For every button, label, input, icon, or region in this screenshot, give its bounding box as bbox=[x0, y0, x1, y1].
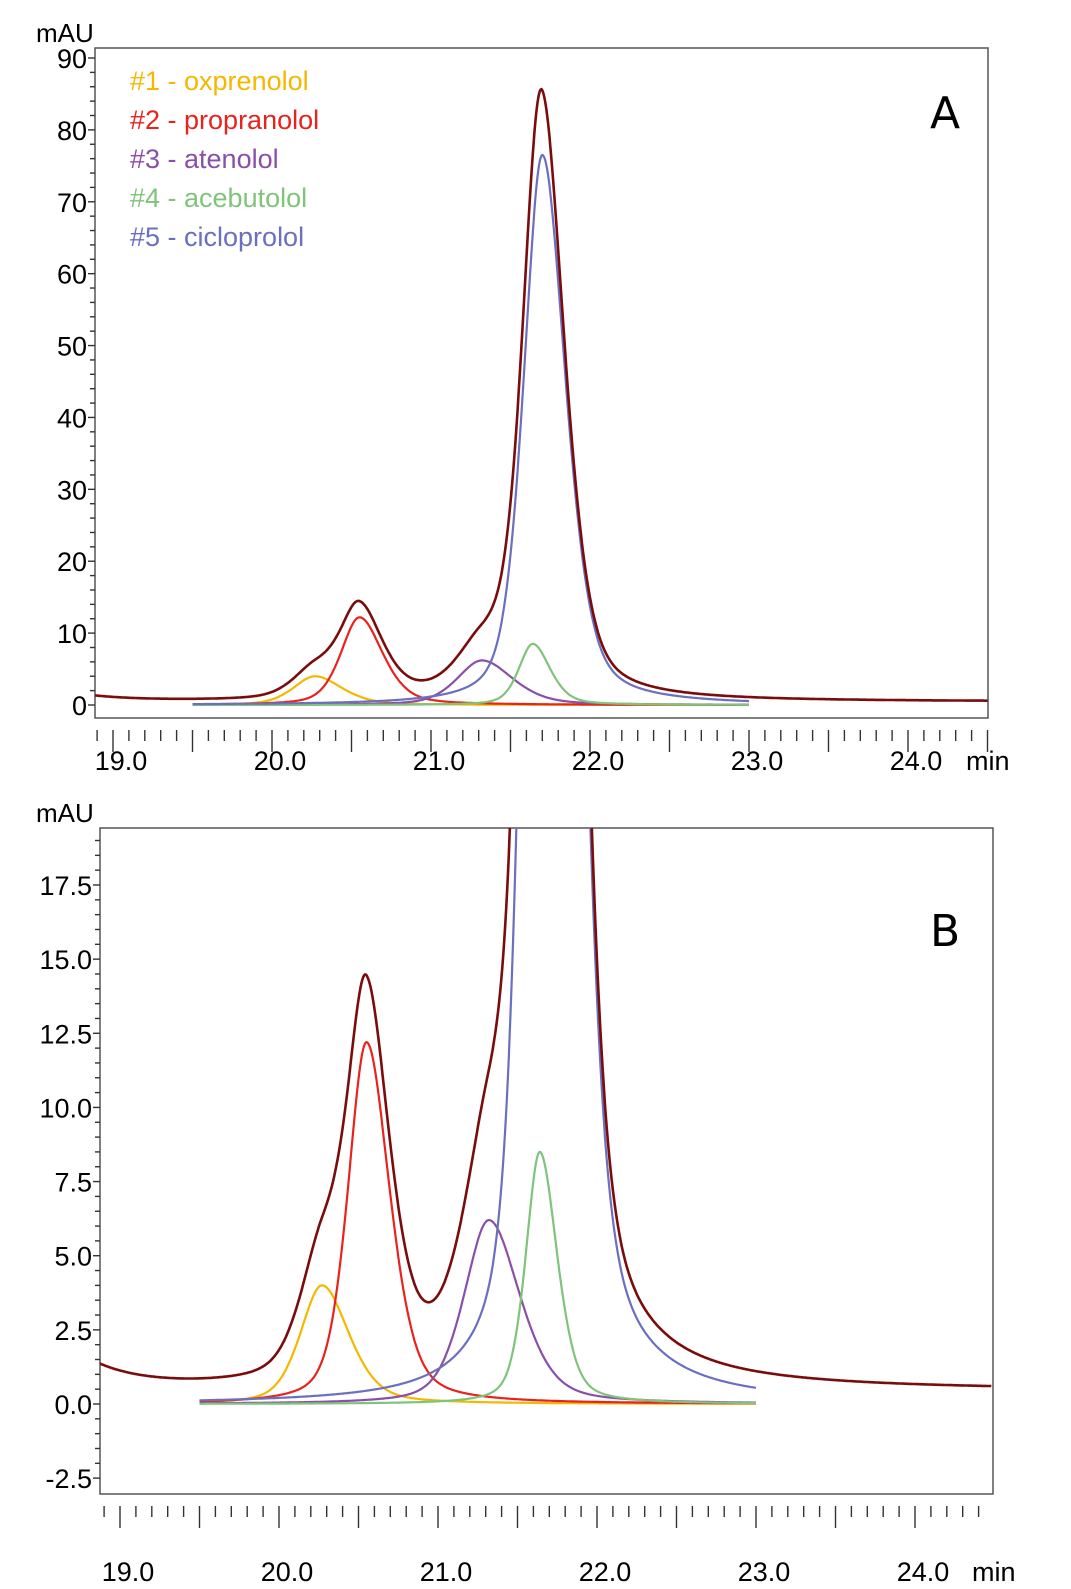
y-tick-label: 0.0 bbox=[54, 1390, 92, 1420]
y-tick-label: 17.5 bbox=[39, 871, 92, 901]
legend-entry-3: #3 - atenolol bbox=[130, 144, 279, 174]
series-line-5 bbox=[192, 153, 750, 706]
x-tick-label: 23.0 bbox=[738, 1557, 791, 1587]
x-tick-label: 22.0 bbox=[572, 746, 625, 776]
curves bbox=[95, 87, 988, 706]
legend-entry-5: #5 - cicloprolol bbox=[130, 222, 304, 252]
x-tick-label: 23.0 bbox=[731, 746, 784, 776]
y-tick-label: 7.5 bbox=[54, 1168, 92, 1198]
panel-label: A bbox=[930, 88, 960, 139]
x-tick-label: 24.0 bbox=[897, 1557, 950, 1587]
series-line-5 bbox=[199, 828, 757, 1402]
y-tick-label: 0 bbox=[72, 691, 87, 721]
series-line-4 bbox=[192, 642, 749, 706]
y-tick-label: 5.0 bbox=[54, 1242, 92, 1272]
x-axis-unit: min bbox=[972, 1557, 1016, 1587]
plot-frame bbox=[99, 827, 994, 1495]
legend-entry-2: #2 - propranolol bbox=[130, 105, 319, 135]
x-tick-label: 20.0 bbox=[261, 1557, 314, 1587]
x-tick-label: 19.0 bbox=[95, 746, 148, 776]
y-tick-label: 70 bbox=[57, 188, 87, 218]
legend-entry-4: #4 - acebutolol bbox=[130, 183, 307, 213]
y-tick-label: 80 bbox=[57, 116, 87, 146]
x-tick-label: 22.0 bbox=[579, 1557, 632, 1587]
y-tick-label: 2.5 bbox=[54, 1316, 92, 1346]
x-tick-label: 21.0 bbox=[420, 1557, 473, 1587]
y-axis-unit: mAU bbox=[36, 18, 94, 48]
y-tick-label: 60 bbox=[57, 260, 87, 290]
y-tick-label: 30 bbox=[57, 475, 87, 505]
panel-a: 0 10 20 30 40 50 60 70 80 90 19.0 20.0 21.0 22.0 23.0 2… bbox=[36, 18, 1010, 776]
series-line-4 bbox=[199, 1150, 756, 1405]
y-tick-label: 15.0 bbox=[39, 945, 92, 975]
y-tick-label: 10 bbox=[57, 619, 87, 649]
y-tick-label: 20 bbox=[57, 547, 87, 577]
y-tick-label: 12.5 bbox=[39, 1019, 92, 1049]
legend-entry-1: #1 - oxprenolol bbox=[130, 66, 309, 96]
y-tick-label: 50 bbox=[57, 332, 87, 362]
y-tick-label: 90 bbox=[57, 44, 87, 74]
series-line-2 bbox=[192, 616, 749, 706]
total-trace-line bbox=[95, 87, 988, 702]
x-tick-label: 24.0 bbox=[890, 746, 943, 776]
x-tick-label: 21.0 bbox=[413, 746, 466, 776]
curves bbox=[100, 828, 992, 1405]
series-line-2 bbox=[199, 1041, 756, 1405]
total-trace-line bbox=[100, 828, 992, 1388]
x-tick-label: 20.0 bbox=[254, 746, 307, 776]
panel-label: B bbox=[930, 906, 960, 957]
y-axis-unit: mAU bbox=[36, 798, 94, 828]
x-tick-label: 19.0 bbox=[102, 1557, 155, 1587]
plot-frame bbox=[94, 47, 989, 719]
y-tick-label: 10.0 bbox=[39, 1093, 92, 1123]
panel-b: -2.5 0.0 2.5 5.0 7.5 10.0 12.5 15.0 17.5 19.0 20.0… bbox=[36, 798, 1016, 1587]
y-tick-label: -2.5 bbox=[45, 1464, 92, 1494]
x-axis-unit: min bbox=[966, 746, 1010, 776]
y-tick-label: 40 bbox=[57, 403, 87, 433]
